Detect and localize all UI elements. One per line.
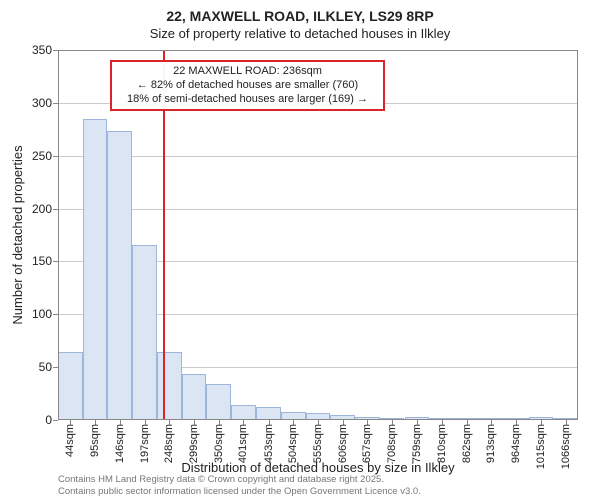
x-tick-label: 862sqm: [461, 424, 473, 463]
x-tick-label: 350sqm: [213, 424, 225, 463]
y-tick-mark: [53, 261, 58, 262]
x-tick-label: 146sqm: [114, 424, 126, 463]
y-tick-label: 300: [12, 96, 52, 110]
y-tick-label: 250: [12, 149, 52, 163]
x-tick-label: 964sqm: [510, 424, 522, 463]
chart-title: 22, MAXWELL ROAD, ILKLEY, LS29 8RP: [0, 8, 600, 24]
x-tick-label: 197sqm: [139, 424, 151, 463]
y-tick-mark: [53, 50, 58, 51]
x-tick-label: 759sqm: [411, 424, 423, 463]
y-tick-mark: [53, 367, 58, 368]
x-tick-label: 810sqm: [436, 424, 448, 463]
y-tick-label: 200: [12, 202, 52, 216]
plot-border: [58, 50, 578, 420]
y-tick-mark: [53, 314, 58, 315]
y-tick-mark: [53, 209, 58, 210]
y-tick-mark: [53, 103, 58, 104]
x-tick-label: 44sqm: [64, 424, 76, 457]
x-tick-label: 657sqm: [361, 424, 373, 463]
plot-area: 22 MAXWELL ROAD: 236sqm ← 82% of detache…: [58, 50, 578, 420]
footer-line-2: Contains public sector information licen…: [58, 486, 421, 498]
y-tick-label: 50: [12, 360, 52, 374]
y-tick-mark: [53, 156, 58, 157]
x-tick-label: 299sqm: [188, 424, 200, 463]
x-tick-label: 913sqm: [485, 424, 497, 463]
x-tick-label: 555sqm: [312, 424, 324, 463]
y-tick-mark: [53, 420, 58, 421]
x-tick-label: 453sqm: [263, 424, 275, 463]
x-tick-label: 95sqm: [89, 424, 101, 457]
x-tick-label: 504sqm: [287, 424, 299, 463]
y-tick-label: 150: [12, 254, 52, 268]
footer-attribution: Contains HM Land Registry data © Crown c…: [58, 474, 421, 498]
y-tick-label: 350: [12, 43, 52, 57]
x-tick-label: 606sqm: [337, 424, 349, 463]
footer-line-1: Contains HM Land Registry data © Crown c…: [58, 474, 421, 486]
chart-container: 22, MAXWELL ROAD, ILKLEY, LS29 8RP Size …: [0, 0, 600, 500]
x-axis-label: Distribution of detached houses by size …: [58, 460, 578, 475]
y-tick-label: 0: [12, 413, 52, 427]
x-tick-label: 401sqm: [237, 424, 249, 463]
x-tick-label: 248sqm: [163, 424, 175, 463]
y-tick-label: 100: [12, 307, 52, 321]
chart-subtitle: Size of property relative to detached ho…: [0, 26, 600, 41]
x-tick-label: 708sqm: [386, 424, 398, 463]
